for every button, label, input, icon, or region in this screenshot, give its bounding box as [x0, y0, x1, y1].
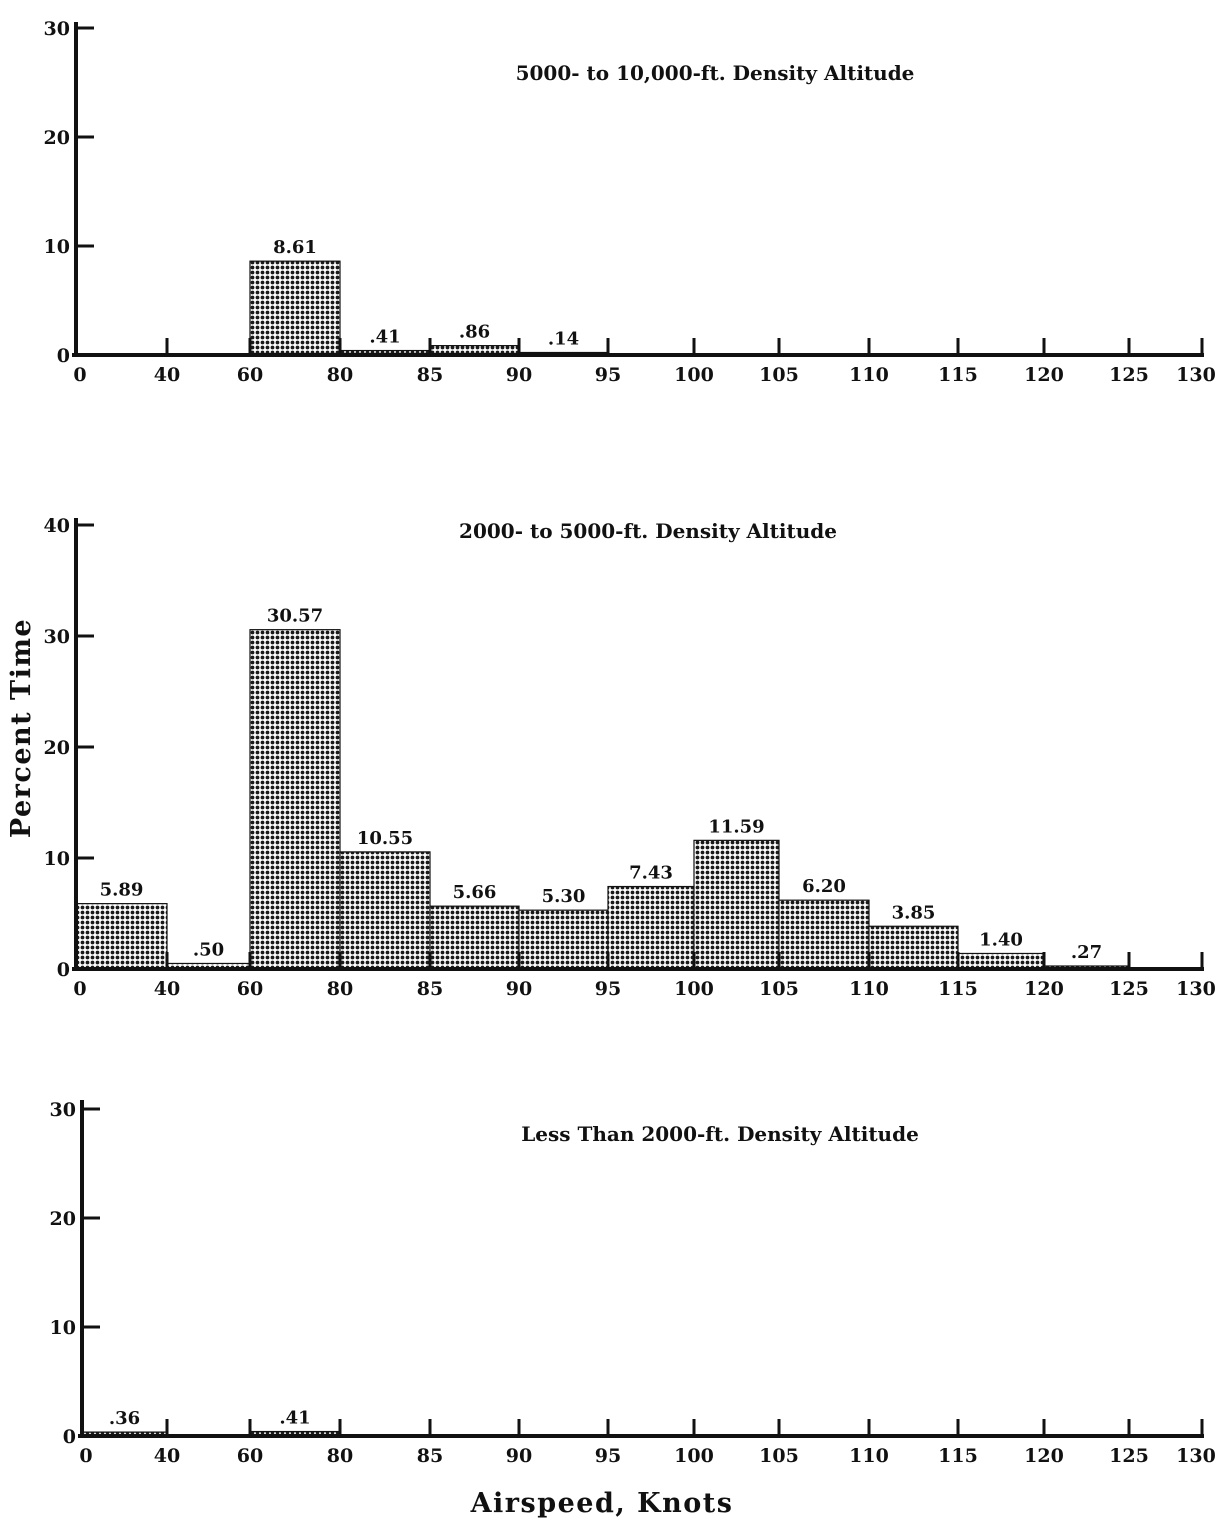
bar-value-label: 10.55 — [357, 828, 413, 849]
y-tick-label: 40 — [44, 515, 70, 537]
x-tick-label: 0 — [73, 364, 86, 386]
x-tick-label: 105 — [759, 978, 799, 1000]
x-tick-label: 125 — [1109, 364, 1149, 386]
histogram-bar — [249, 260, 341, 356]
y-tick-label: 10 — [50, 1317, 76, 1339]
x-tick-label: 0 — [73, 978, 86, 1000]
x-tick-label: 90 — [506, 1445, 532, 1467]
y-tick-label: 0 — [63, 1426, 76, 1448]
histogram-bar — [868, 925, 959, 970]
y-tick-label: 20 — [44, 737, 70, 759]
bar-value-label: 1.40 — [979, 929, 1023, 950]
bar-value-label: .50 — [193, 939, 224, 960]
bar-value-label: 5.89 — [100, 880, 144, 901]
x-tick-label: 130 — [1176, 978, 1216, 1000]
x-tick-label: 130 — [1176, 1445, 1216, 1467]
x-tick-label: 0 — [79, 1445, 92, 1467]
x-tick-label: 90 — [506, 978, 532, 1000]
bar-value-label: 11.59 — [708, 816, 764, 837]
bar-value-label: .41 — [279, 1408, 310, 1429]
bar-value-label: .36 — [109, 1408, 140, 1429]
x-tick-label: 110 — [849, 978, 889, 1000]
x-tick-label: 60 — [237, 364, 263, 386]
x-tick-label: 90 — [506, 364, 532, 386]
x-tick-label: 85 — [417, 364, 443, 386]
x-tick-label: 40 — [154, 978, 180, 1000]
x-tick-label: 100 — [674, 978, 714, 1000]
histogram-bar — [693, 839, 780, 970]
bar-value-label: 8.61 — [273, 237, 317, 258]
bar-value-label: 5.30 — [542, 886, 586, 907]
x-tick-label: 85 — [417, 978, 443, 1000]
x-tick-label: 80 — [327, 978, 353, 1000]
panel-title: 2000- to 5000-ft. Density Altitude — [459, 519, 837, 543]
x-tick-label: 85 — [417, 1445, 443, 1467]
y-tick-label: 30 — [50, 1099, 76, 1121]
x-tick-label: 40 — [154, 364, 180, 386]
x-tick-label: 125 — [1109, 978, 1149, 1000]
y-tick-label: 10 — [44, 848, 70, 870]
histogram-bar — [778, 899, 870, 970]
bar-value-label: 6.20 — [802, 876, 846, 897]
bar-value-label: .27 — [1071, 942, 1102, 963]
x-axis-title: Airspeed, Knots — [470, 1488, 734, 1519]
histogram-bar — [518, 909, 609, 970]
y-tick-label: 10 — [44, 236, 70, 258]
y-axis-title: Percent Time — [6, 618, 37, 838]
bar-value-label: 30.57 — [267, 606, 323, 627]
panel-title: Less Than 2000-ft. Density Altitude — [521, 1122, 919, 1146]
x-tick-label: 105 — [759, 364, 799, 386]
histogram-bar — [957, 952, 1045, 970]
y-tick-label: 20 — [50, 1208, 76, 1230]
panel-mid-altitude: 2000- to 5000-ft. Density Altitude 5.89 .5… — [44, 515, 1216, 1000]
x-tick-label: 110 — [849, 364, 889, 386]
x-tick-label: 95 — [595, 364, 621, 386]
x-tick-label: 110 — [849, 1445, 889, 1467]
y-tick-label: 20 — [44, 127, 70, 149]
x-tick-label: 100 — [674, 364, 714, 386]
bar-value-label: .41 — [369, 327, 400, 348]
x-tick-label: 60 — [237, 978, 263, 1000]
x-tick-label: 105 — [759, 1445, 799, 1467]
x-tick-label: 130 — [1176, 364, 1216, 386]
histogram-bar — [607, 885, 695, 970]
bar-value-label: 3.85 — [892, 902, 936, 923]
histogram-bar — [249, 629, 341, 970]
bar-value-label: .14 — [548, 329, 579, 350]
y-tick-label: 30 — [44, 18, 70, 40]
bar-value-label: 5.66 — [453, 882, 497, 903]
x-tick-label: 115 — [938, 978, 978, 1000]
panel-low-altitude: Less Than 2000-ft. Density Altitude .36 .4… — [50, 1099, 1216, 1467]
x-tick-label: 60 — [237, 1445, 263, 1467]
y-tick-label: 0 — [57, 345, 70, 367]
panel-high-altitude: 5000- to 10,000-ft. Density Altitude 8.61… — [44, 18, 1216, 386]
x-tick-label: 125 — [1109, 1445, 1149, 1467]
panel-title: 5000- to 10,000-ft. Density Altitude — [516, 61, 915, 85]
x-tick-label: 115 — [938, 364, 978, 386]
x-tick-label: 120 — [1024, 364, 1064, 386]
bar-value-label: .86 — [459, 322, 490, 343]
x-tick-label: 80 — [327, 1445, 353, 1467]
x-tick-label: 95 — [595, 978, 621, 1000]
x-tick-label: 80 — [327, 364, 353, 386]
x-tick-label: 120 — [1024, 978, 1064, 1000]
x-tick-label: 120 — [1024, 1445, 1064, 1467]
y-tick-label: 30 — [44, 626, 70, 648]
x-tick-label: 95 — [595, 1445, 621, 1467]
histogram-bar — [339, 851, 431, 970]
x-tick-label: 40 — [154, 1445, 180, 1467]
x-tick-label: 100 — [674, 1445, 714, 1467]
histogram-bar — [75, 903, 168, 970]
histogram-bar — [429, 905, 520, 970]
x-tick-label: 115 — [938, 1445, 978, 1467]
y-tick-label: 0 — [57, 959, 70, 981]
bar-value-label: 7.43 — [629, 863, 673, 884]
